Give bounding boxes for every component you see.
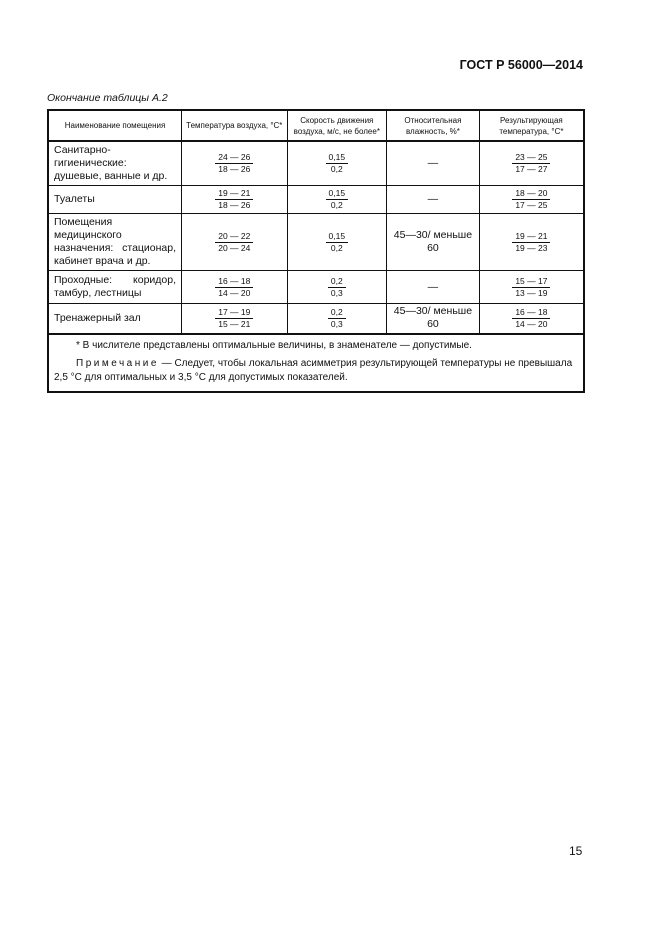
room-name: Тренажерный зал: [47, 303, 183, 334]
numerator: 23 — 25: [512, 152, 551, 164]
numerator: 20 — 22: [215, 231, 254, 243]
numerator: 0,2: [327, 307, 346, 319]
denominator: 19 — 23: [515, 242, 548, 253]
room-name: Санитарно-гигиенические: душевые, ванные…: [47, 140, 183, 186]
room-name: Проходные: коридор, тамбур, лестницы: [47, 270, 183, 304]
fraction: 16 — 18 14 — 20: [215, 276, 254, 299]
air-speed-cell: 0,15 0,2: [286, 140, 388, 186]
table-caption: Окончание таблицы А.2: [47, 92, 168, 104]
air-speed-cell: 0,2 0,3: [286, 303, 388, 334]
numerator: 0,15: [325, 188, 349, 200]
denominator: 0,2: [330, 200, 343, 210]
numerator: 15 — 17: [512, 276, 551, 288]
air-speed-cell: 0,15 0,2: [286, 213, 388, 271]
humidity-cell: —: [386, 270, 480, 304]
numerator: 19 — 21: [512, 231, 551, 243]
fraction: 19 — 21 18 — 26: [215, 188, 254, 211]
denominator: 20 — 24: [218, 242, 251, 253]
denominator: 17 — 25: [515, 200, 548, 210]
air-temperature-cell: 16 — 18 14 — 20: [181, 270, 288, 304]
denominator: 14 — 20: [515, 318, 548, 329]
humidity-cell: —: [386, 140, 480, 186]
note-text: — Следует, чтобы локальная асимметрия ре…: [54, 357, 573, 383]
denominator: 14 — 20: [218, 287, 251, 298]
air-speed-cell: 0,2 0,3: [286, 270, 388, 304]
air-temperature-cell: 24 — 26 18 — 26: [181, 140, 288, 186]
air-temperature-cell: 20 — 22 20 — 24: [181, 213, 288, 271]
footnote: * В числителе представлены оптимальные в…: [76, 339, 472, 351]
room-name: Туалеты: [47, 185, 183, 214]
fraction: 23 — 25 17 — 27: [512, 152, 551, 175]
fraction: 19 — 21 19 — 23: [512, 231, 551, 254]
denominator: 13 — 19: [515, 287, 548, 298]
numerator: 0,15: [325, 231, 349, 243]
resulting-temperature-cell: 19 — 21 19 — 23: [478, 213, 585, 271]
column-header: Скорость движения воздуха, м/с, не более…: [286, 109, 388, 142]
humidity-cell: —: [386, 185, 480, 214]
fraction: 18 — 20 17 — 25: [512, 188, 551, 211]
fraction: 0,15 0,2: [325, 188, 349, 211]
room-name: Помещения медицинского назначения: стаци…: [47, 213, 183, 271]
document-header: ГОСТ Р 56000—2014: [459, 58, 583, 72]
table-row: Проходные: коридор, тамбур, лестницы 16 —…: [47, 270, 585, 304]
table-notes: * В числителе представлены оптимальные в…: [47, 332, 585, 392]
climate-table: Наименование помещения Температура возду…: [47, 109, 585, 393]
air-temperature-cell: 17 — 19 15 — 21: [181, 303, 288, 334]
numerator: 17 — 19: [215, 307, 254, 319]
air-speed-cell: 0,15 0,2: [286, 185, 388, 214]
column-header: Температура воздуха, °С*: [181, 109, 288, 142]
note: Примечание — Следует, чтобы локальная ас…: [54, 357, 578, 385]
column-header: Наименование помещения: [47, 109, 183, 142]
resulting-temperature-cell: 15 — 17 13 — 19: [478, 270, 585, 304]
page-number: 15: [569, 844, 583, 858]
table-row: Туалеты 19 — 21 18 — 26 0,15 0,2 — 18 — 20 17 —…: [47, 185, 585, 214]
denominator: 18 — 26: [218, 200, 251, 210]
fraction: 24 — 26 18 — 26: [215, 152, 254, 175]
humidity-cell: 45—30/ меньше 60: [386, 303, 480, 334]
humidity-cell: 45—30/ меньше 60: [386, 213, 480, 271]
numerator: 0,2: [327, 276, 346, 288]
denominator: 0,2: [330, 242, 343, 253]
numerator: 24 — 26: [215, 152, 254, 164]
numerator: 16 — 18: [512, 307, 551, 319]
resulting-temperature-cell: 18 — 20 17 — 25: [478, 185, 585, 214]
fraction: 17 — 19 15 — 21: [215, 307, 254, 330]
resulting-temperature-cell: 23 — 25 17 — 27: [478, 140, 585, 186]
air-temperature-cell: 19 — 21 18 — 26: [181, 185, 288, 214]
table-row: Санитарно-гигиенические: душевые, ванные…: [47, 140, 585, 186]
numerator: 0,15: [325, 152, 349, 164]
denominator: 0,3: [330, 318, 343, 329]
table-header-row: Наименование помещения Температура возду…: [47, 109, 585, 142]
denominator: 17 — 27: [515, 164, 548, 174]
fraction: 0,2 0,3: [327, 307, 346, 330]
column-header: Результирующая температура, °С*: [478, 109, 585, 142]
numerator: 19 — 21: [215, 188, 254, 200]
table-row: Помещения медицинского назначения: стаци…: [47, 213, 585, 271]
denominator: 0,2: [330, 164, 343, 174]
table-notes-row: * В числителе представлены оптимальные в…: [47, 332, 585, 392]
denominator: 18 — 26: [218, 164, 251, 174]
numerator: 18 — 20: [512, 188, 551, 200]
fraction: 15 — 17 13 — 19: [512, 276, 551, 299]
fraction: 0,2 0,3: [327, 276, 346, 299]
fraction: 16 — 18 14 — 20: [512, 307, 551, 330]
denominator: 15 — 21: [218, 318, 251, 329]
fraction: 0,15 0,2: [325, 152, 349, 175]
note-label: Примечание: [76, 357, 159, 369]
resulting-temperature-cell: 16 — 18 14 — 20: [478, 303, 585, 334]
numerator: 16 — 18: [215, 276, 254, 288]
fraction: 0,15 0,2: [325, 231, 349, 254]
column-header: Относительная влажность, %*: [386, 109, 480, 142]
table-row: Тренажерный зал 17 — 19 15 — 21 0,2 0,3 45—30…: [47, 303, 585, 334]
denominator: 0,3: [330, 287, 343, 298]
fraction: 20 — 22 20 — 24: [215, 231, 254, 254]
